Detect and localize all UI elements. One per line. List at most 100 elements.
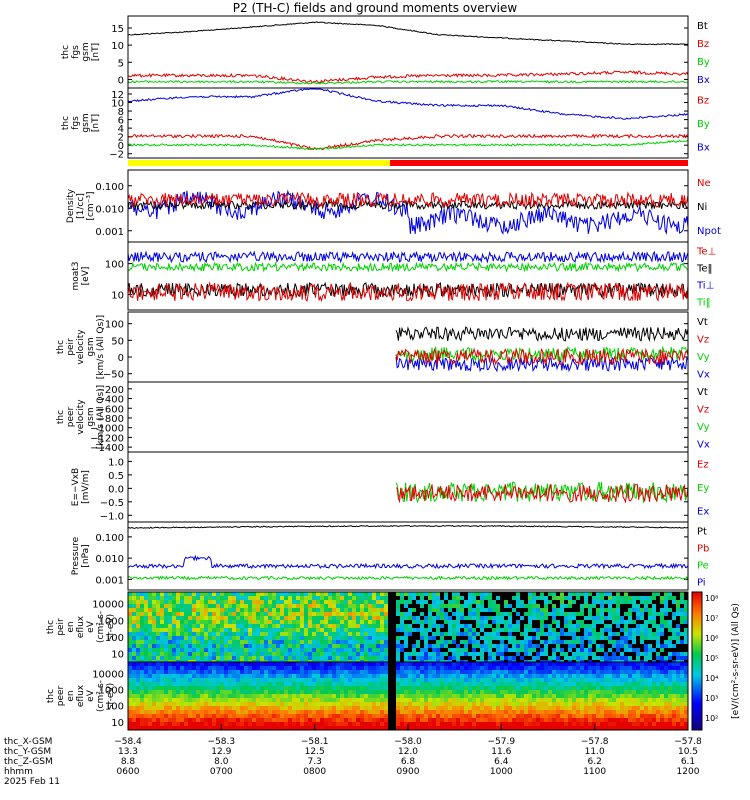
y-tick-label: −1000 — [90, 424, 124, 435]
svg-text:eV: eV — [86, 689, 96, 702]
x-tick-label: −58.1 — [301, 737, 329, 747]
y-tick-label: 0.001 — [95, 227, 124, 238]
y-tick-label: 100 — [105, 260, 124, 271]
x-tick-label: 12.9 — [211, 747, 231, 757]
legend-Pi: Pi — [697, 578, 706, 589]
svg-text:peer: peer — [56, 685, 66, 706]
x-tick-label: 6.4 — [494, 757, 509, 767]
x-tick-label: 13.3 — [118, 747, 138, 757]
svg-text:en: en — [66, 621, 76, 632]
legend-By: By — [697, 57, 710, 68]
panel-frame-4 — [127, 311, 689, 383]
legend-Ne: Ne — [697, 178, 711, 189]
series-Bz — [127, 70, 689, 84]
legend-Ni: Ni — [697, 202, 707, 213]
y-tick-label: 0.5 — [108, 471, 124, 482]
panel-frame-6 — [127, 451, 689, 523]
legend-Te‖: Te‖ — [696, 264, 713, 275]
svg-text:Density: Density — [66, 188, 76, 223]
panel-frame-7 — [127, 521, 689, 591]
legend-Vx: Vx — [697, 439, 710, 450]
series-Ez — [395, 483, 689, 504]
y-tick-label: 2 — [118, 133, 124, 144]
legend-Pe: Pe — [697, 561, 709, 572]
y-tick-label: 0.010 — [95, 554, 124, 565]
svg-text:gsm: gsm — [81, 42, 91, 61]
y-tick-label: −800 — [97, 414, 124, 425]
svg-text:[eV]: [eV] — [81, 267, 91, 286]
series-Te-perp — [127, 281, 689, 303]
svg-text:sr-eV): sr-eV) — [106, 683, 116, 709]
legend-Ti‖: Ti‖ — [696, 298, 711, 309]
y-tick-label: −600 — [97, 404, 124, 415]
y-tick-label: 10000 — [92, 600, 124, 611]
series-Bz — [127, 133, 688, 151]
y-tick-label: 0 — [118, 353, 124, 364]
legend-Te⊥: Te⊥ — [696, 247, 716, 258]
x-tick-label: 0900 — [397, 767, 420, 777]
y-tick-label: 0.010 — [95, 204, 124, 215]
svg-text:moat3: moat3 — [71, 261, 81, 290]
y-tick-label: 15 — [111, 24, 124, 35]
x-tick-label: 11.0 — [585, 747, 605, 757]
x-tick-label: 12.5 — [305, 747, 325, 757]
svg-text:thc: thc — [56, 410, 66, 424]
series-Pi — [127, 554, 689, 570]
y-tick-label: 50 — [111, 336, 124, 347]
legend-Bx: Bx — [697, 75, 710, 86]
series-Npot — [127, 189, 689, 235]
y-tick-label: 0.100 — [95, 182, 124, 193]
svg-text:eV: eV — [86, 620, 96, 633]
x-tick-label: 8.0 — [214, 757, 229, 767]
colorbar-tick: 10³ — [705, 694, 718, 703]
legend-Pt: Pt — [697, 527, 707, 538]
series-Vt — [395, 326, 689, 342]
spectrogram-9 — [128, 662, 688, 730]
colorbar-tick: 10⁴ — [705, 674, 718, 683]
y-tick-label: 12 — [111, 90, 124, 101]
svg-text:thc: thc — [46, 689, 56, 703]
x-row-name: thc_Y-GSM — [4, 747, 51, 757]
y-tick-label: 4 — [118, 124, 124, 135]
x-row-name: thc_Z-GSM — [4, 757, 53, 767]
mode-bar-slow — [128, 160, 390, 166]
y-tick-label: 10 — [111, 99, 124, 110]
legend-Ez: Ez — [697, 460, 709, 471]
x-tick-label: 11.6 — [491, 747, 511, 757]
y-tick-label: −50 — [103, 370, 124, 381]
legend-Vy: Vy — [697, 352, 710, 363]
legend-Vt: Vt — [697, 387, 708, 398]
legend-Bt: Bt — [697, 21, 708, 32]
colorbar-tick: 10² — [705, 714, 718, 723]
y-tick-label: −400 — [97, 395, 124, 406]
y-axis-label: thc peir en eflux eV (cm²-s-sr-eV) — [46, 611, 116, 643]
legend-Vx: Vx — [697, 369, 710, 380]
series-Ne — [127, 191, 689, 209]
x-tick-label: 8.8 — [121, 757, 136, 767]
spectrogram-8 — [128, 592, 688, 664]
y-axis-label: thc peer velocity gsm [km/s (All Qs)] — [56, 385, 106, 449]
x-tick-label: 0600 — [117, 767, 140, 777]
svg-text:eflux: eflux — [76, 615, 86, 638]
colorbar-tick: 10⁶ — [705, 634, 718, 643]
series-Bx — [127, 88, 689, 120]
legend-Pb: Pb — [697, 544, 709, 555]
svg-text:fgs: fgs — [71, 116, 81, 130]
x-row-name: thc_X-GSM — [4, 737, 52, 747]
x-tick-label: 6.8 — [401, 757, 416, 767]
y-tick-label: 10 — [111, 41, 124, 52]
y-tick-label: 0.100 — [95, 533, 124, 544]
chart-title: P2 (TH-C) fields and ground moments over… — [233, 1, 518, 15]
x-tick-label: 6.1 — [681, 757, 695, 767]
colorbar-tick: 10⁷ — [705, 614, 718, 623]
svg-text:thc: thc — [56, 340, 66, 354]
svg-text:[nPa]: [nPa] — [81, 544, 91, 567]
y-axis-label: Pressure [nPa] — [71, 536, 91, 575]
y-tick-label: 1000 — [99, 686, 124, 697]
legend-Vz: Vz — [697, 404, 709, 415]
svg-text:gsm: gsm — [81, 113, 91, 132]
svg-text:gsm: gsm — [86, 337, 96, 356]
y-tick-label: 0.001 — [95, 575, 124, 586]
legend-Ex: Ex — [697, 506, 709, 517]
x-tick-label: 1000 — [490, 767, 513, 777]
